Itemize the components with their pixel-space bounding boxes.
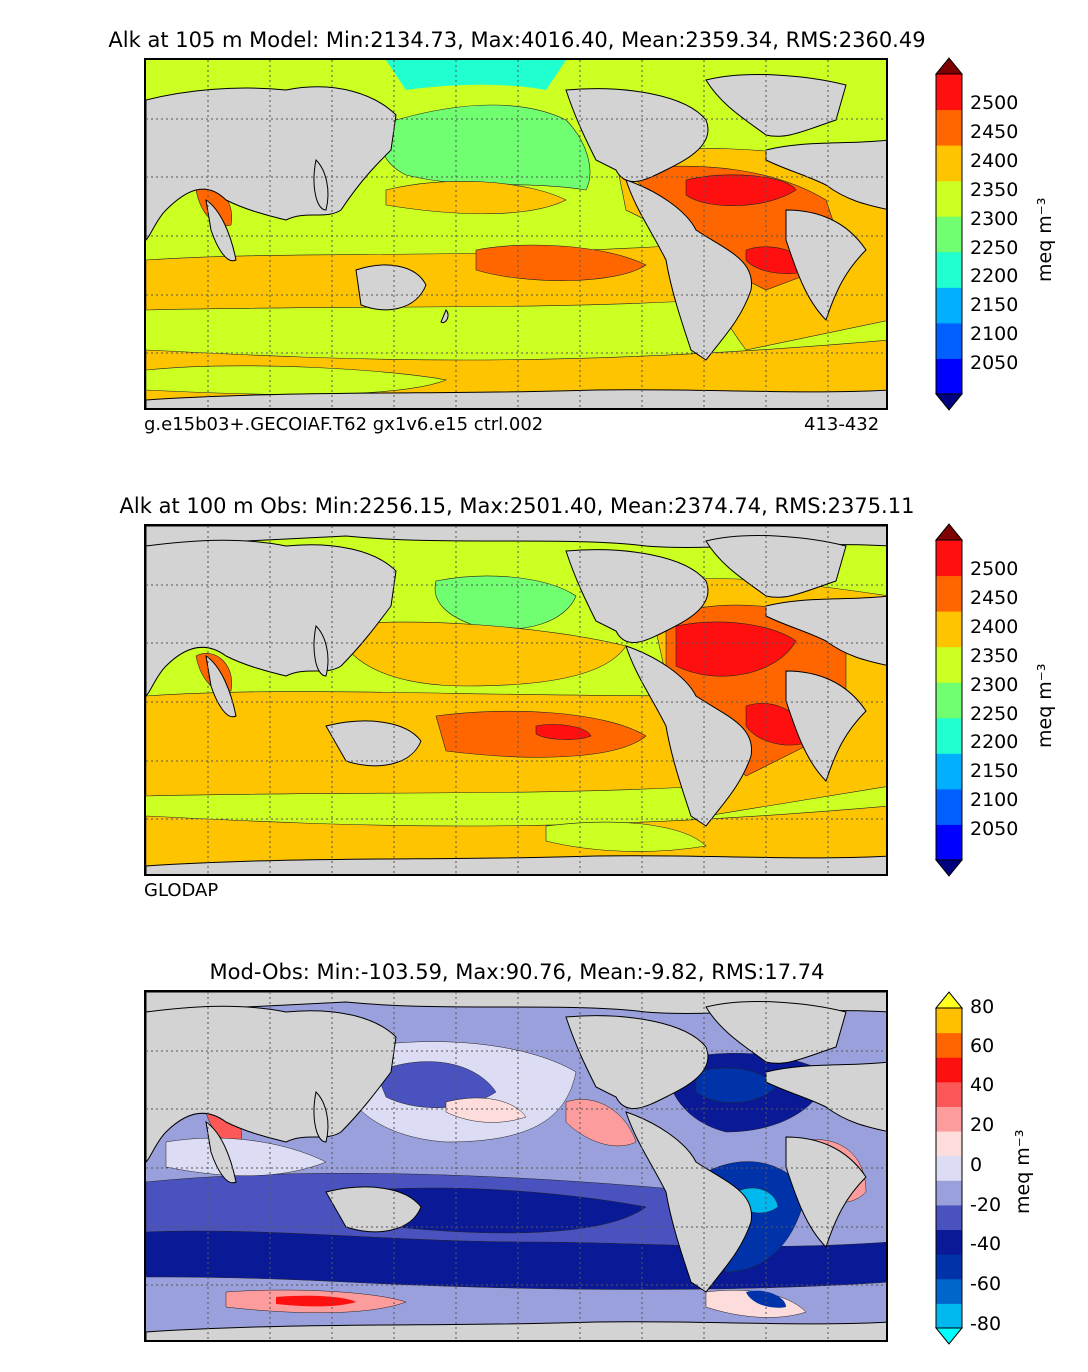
panel3-unit-label: meq m⁻³ [1012,1129,1034,1214]
panel2-tick: 2150 [970,760,1019,782]
colorbar-swatch [936,1204,962,1231]
panel1-tick: 2400 [970,150,1019,172]
panel1-tick: 2100 [970,323,1019,345]
panel1-unit-label: meq m⁻³ [1034,197,1056,282]
colorbar-swatch [936,575,962,612]
panel2-tick: 2200 [970,731,1019,753]
model-alkalinity-map [146,60,886,408]
panel1-run-name: g.e15b03+.GECOIAF.T62 gx1v6.e15 ctrl.002 [144,414,544,435]
panel2-tick: 2450 [970,587,1019,609]
panel1-tick: 2450 [970,121,1019,143]
panel1-tick: 2150 [970,294,1019,316]
panel2-tick: 2050 [970,818,1019,840]
colorbar-swatch [936,145,962,182]
colorbar-extend-high [934,991,964,1009]
colorbar-border [935,1007,963,1329]
panel1-tick: 2200 [970,265,1019,287]
colorbar-swatch [936,180,962,217]
panel1-map [144,58,888,410]
colorbar-swatch [936,1254,962,1280]
panel2-title: Alk at 100 m Obs: Min:2256.15, Max:2501.… [119,494,915,518]
colorbar-extend-high [934,523,964,541]
panel2-tick: 2400 [970,616,1019,638]
colorbar-swatch [936,216,962,253]
panel3-tick: 80 [970,996,995,1018]
panel3-tick: -40 [970,1233,1002,1255]
colorbar-swatch [936,1057,962,1083]
colorbar-border [935,539,963,861]
colorbar-swatch [936,1081,962,1107]
panel3-tick: 0 [970,1154,983,1176]
colorbar-swatch [936,1155,962,1181]
panel3-tick: 20 [970,1114,995,1136]
panel2-colorbar-svg [934,523,964,877]
colorbar-swatch [936,540,962,577]
colorbar-swatch [936,74,962,111]
colorbar-swatch [936,682,962,719]
colorbar-swatch [936,287,962,324]
colorbar-swatch [936,1303,962,1329]
panel1-colorbar-svg [934,57,964,411]
panel2-tick: 2350 [970,645,1019,667]
colorbar-swatch [936,1229,962,1255]
colorbar-extend-high [934,57,964,75]
observed-alkalinity-map [146,526,886,874]
colorbar-swatch [936,322,962,359]
panel3-colorbar [934,991,964,1345]
panel3-tick: -80 [970,1313,1002,1335]
panel1-years: 413-432 [804,414,880,435]
colorbar-border [935,73,963,395]
colorbar-swatch [936,646,962,683]
colorbar-swatch [936,251,962,288]
panel3-tick: -60 [970,1273,1002,1295]
panel2-tick: 2300 [970,674,1019,696]
panel2-tick: 2100 [970,789,1019,811]
colorbar-swatch [936,1278,962,1304]
panel3-tick: -20 [970,1194,1002,1216]
colorbar-swatch [936,1131,962,1157]
panel1-tick: 2500 [970,92,1019,114]
panel2-source: GLODAP [144,880,219,901]
colorbar-swatch [936,358,962,395]
panel3-map [144,990,888,1342]
panel2-unit-label: meq m⁻³ [1034,663,1056,748]
panel2-colorbar [934,523,964,877]
panel3-title: Mod-Obs: Min:-103.59, Max:90.76, Mean:-9… [209,960,825,984]
colorbar-swatch [936,1008,962,1034]
colorbar-swatch [936,611,962,648]
panel1-tick: 2350 [970,179,1019,201]
colorbar-swatch [936,788,962,825]
colorbar-swatch [936,1180,962,1206]
panel1-tick: 2300 [970,208,1019,230]
panel1-title: Alk at 105 m Model: Min:2134.73, Max:401… [108,28,926,52]
panel3-tick: 60 [970,1035,995,1057]
panel2-tick: 2500 [970,558,1019,580]
panel2-tick: 2250 [970,703,1019,725]
panel1-tick: 2050 [970,352,1019,374]
panel3-colorbar-svg [934,991,964,1345]
panel2-map [144,524,888,876]
colorbar-swatch [936,717,962,754]
colorbar-extend-low [934,393,964,411]
colorbar-swatch [936,824,962,861]
difference-map [146,992,886,1340]
colorbar-swatch [936,109,962,146]
panel1-tick: 2250 [970,237,1019,259]
panel3-tick: 40 [970,1074,995,1096]
colorbar-extend-low [934,859,964,877]
colorbar-swatch [936,753,962,790]
colorbar-extend-low [934,1327,964,1345]
panel1-colorbar [934,57,964,411]
colorbar-swatch [936,1106,962,1132]
colorbar-swatch [936,1032,962,1058]
